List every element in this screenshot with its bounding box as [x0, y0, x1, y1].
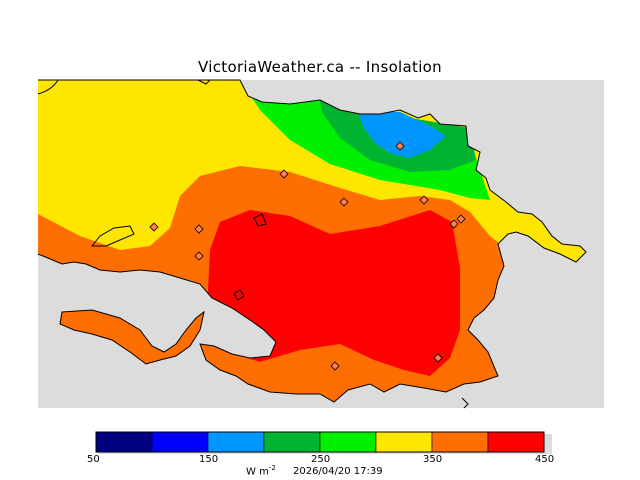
station-marker — [149, 222, 159, 232]
station-marker — [339, 197, 349, 207]
station-marker — [395, 141, 405, 151]
band-400-450 — [208, 210, 460, 376]
station-marker — [330, 361, 340, 371]
colorbar-tick-label: 450 — [535, 454, 555, 465]
colorbar-band — [375, 431, 433, 453]
coastline — [37, 79, 587, 409]
timestamp: 2026/04/20 17:39 — [292, 466, 383, 478]
colorbar-band — [263, 431, 321, 453]
colorbar — [95, 431, 545, 453]
colorbar-band — [95, 431, 153, 453]
station-marker — [456, 214, 466, 224]
colorbar-band — [319, 431, 377, 453]
colorbar-tick-label: 250 — [311, 454, 331, 465]
station-marker — [433, 353, 443, 363]
map-title: VictoriaWeather.ca -- Insolation — [198, 58, 442, 76]
station-marker — [279, 169, 289, 179]
band-150-200 — [358, 112, 446, 158]
station-marker — [419, 195, 429, 205]
colorbar-band — [431, 431, 489, 453]
colorbar-tick-label: 350 — [423, 454, 443, 465]
station-markers — [149, 141, 466, 371]
colorbar-band — [207, 431, 265, 453]
colorbar-band — [151, 431, 209, 453]
station-marker — [194, 224, 204, 234]
units-label: W m-2 2026/04/20 17:39 — [246, 464, 383, 478]
colorbar-band — [487, 431, 545, 453]
insolation-bands — [38, 80, 586, 402]
colorbar-tick-label: 150 — [199, 454, 219, 465]
station-marker — [449, 219, 459, 229]
colorbar-frame — [95, 431, 545, 453]
station-marker — [194, 251, 204, 261]
colorbar-tick-label: 50 — [87, 454, 100, 465]
